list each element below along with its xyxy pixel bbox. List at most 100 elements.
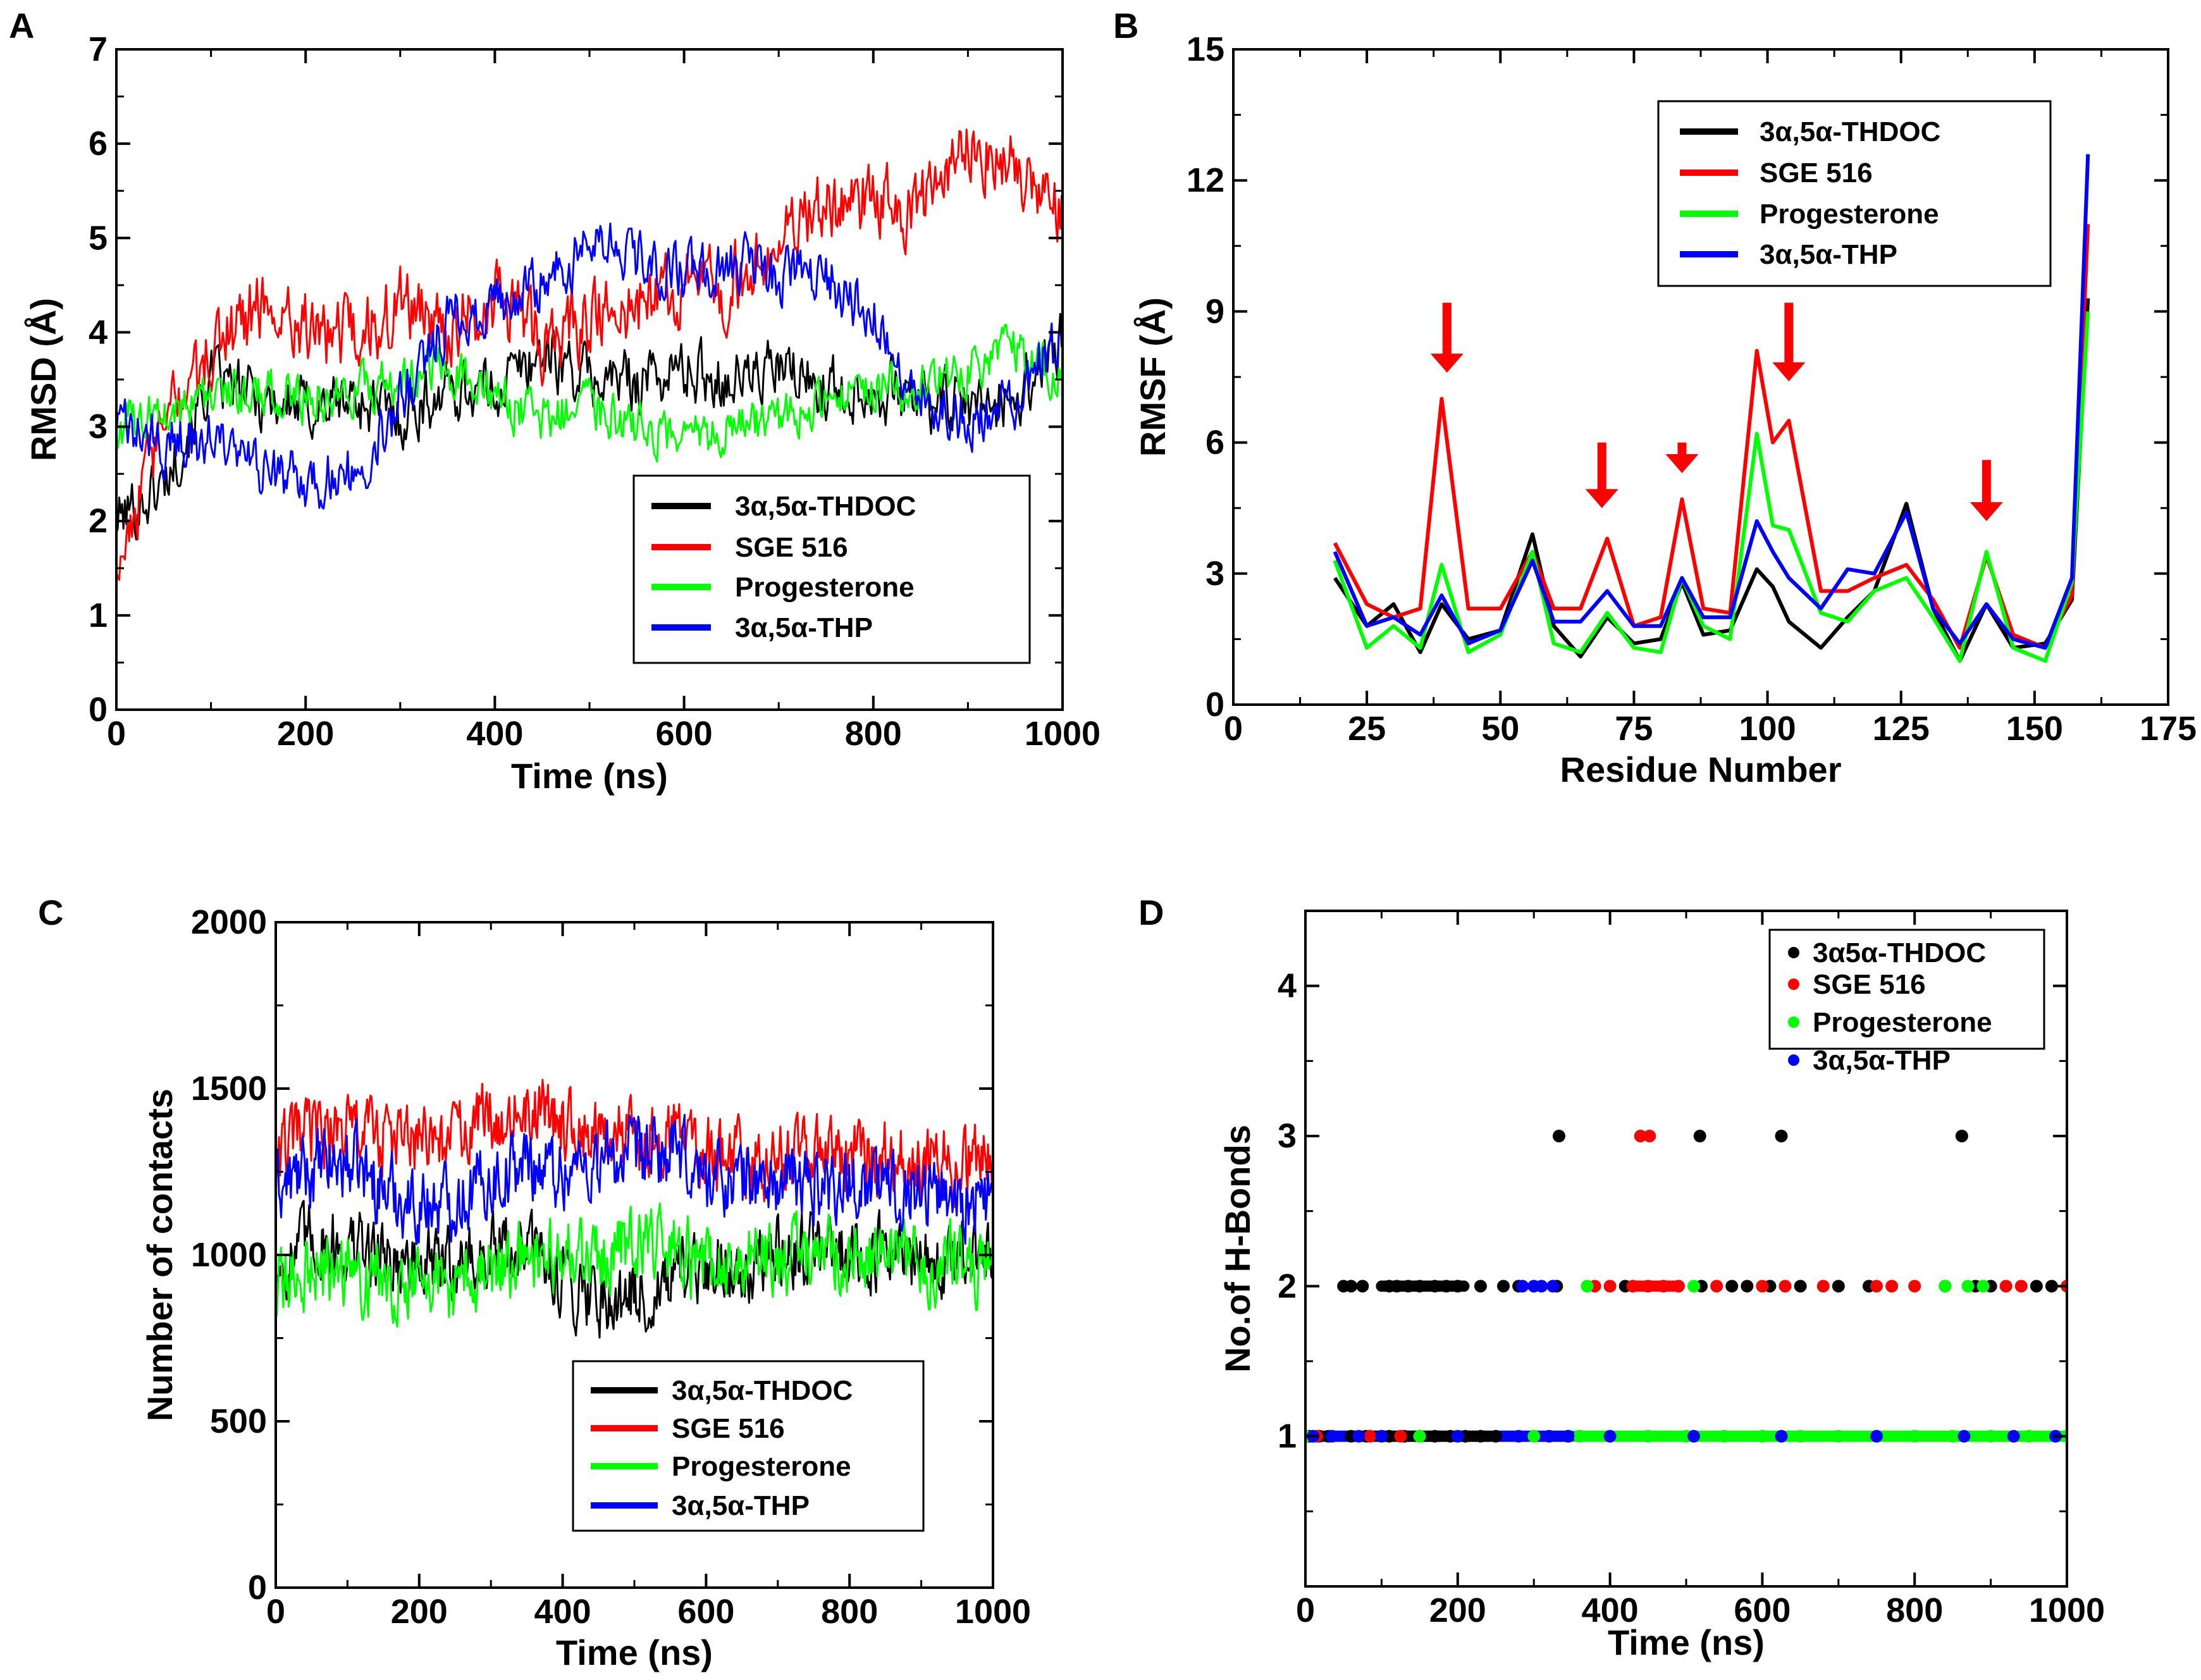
data-point-3-5-thdoc — [1451, 1280, 1464, 1293]
data-point-sge-516 — [1626, 1280, 1639, 1293]
data-point-3-5-thp — [1562, 1430, 1575, 1443]
y-tick-label: 0 — [89, 691, 108, 729]
panel-D: D 0 200 400 600 800 1000 1 2 3 4 Time (ns) No.of H-… — [1138, 892, 2105, 1662]
y-tick-label: 1500 — [191, 1070, 267, 1108]
data-point-sge-516 — [1779, 1280, 1792, 1293]
y-tick-label: 1000 — [191, 1236, 267, 1274]
legend-label: 3α,5α-THDOC — [735, 491, 916, 522]
data-point-progesterone — [1961, 1280, 1975, 1293]
x-tick-label: 800 — [1886, 1591, 1943, 1629]
data-point-progesterone — [1573, 1430, 1586, 1443]
x-tick-label: 400 — [1582, 1591, 1639, 1629]
data-point-3-5-thdoc — [2030, 1280, 2043, 1293]
legend-marker — [1788, 1016, 1799, 1028]
data-point-3-5-thp — [1603, 1430, 1617, 1443]
data-point-progesterone — [1984, 1430, 1997, 1443]
panel-B: B 0 25 50 75 100 125 150 175 0 3 6 9 12 15 Residue Num… — [1113, 6, 2197, 789]
data-point-3-5-thp — [1957, 1430, 1971, 1443]
data-point-progesterone — [1908, 1430, 1921, 1443]
data-point-3-5-thp — [1512, 1430, 1526, 1443]
legend-label: SGE 516 — [1813, 969, 1926, 1000]
data-point-3-5-thdoc — [1356, 1280, 1369, 1293]
series-line-sge-516 — [1333, 224, 2090, 650]
x-axis-label: Time (ns) — [511, 756, 668, 796]
data-point-3-5-thdoc — [1428, 1430, 1441, 1443]
data-point-sge-516 — [1885, 1280, 1899, 1293]
y-tick-label: 3 — [1205, 555, 1224, 593]
plot-area — [1333, 154, 2090, 663]
x-tick-label: 1000 — [2029, 1591, 2105, 1629]
legend-label: 3α,5α-THP — [735, 612, 873, 643]
data-point-progesterone — [1413, 1430, 1426, 1443]
x-tick-label: 175 — [2140, 710, 2197, 748]
data-point-3-5-thdoc — [2045, 1280, 2058, 1293]
series-line-3-5-thp — [116, 222, 1063, 510]
data-point-3-5-thdoc — [1794, 1280, 1807, 1293]
data-point-progesterone — [1756, 1430, 1769, 1443]
data-point-progesterone — [1687, 1280, 1701, 1293]
arrow-head — [1430, 354, 1464, 373]
y-axis-label: No.of H-Bonds — [1218, 1125, 1257, 1373]
data-point-3-5-thdoc — [1775, 1130, 1788, 1142]
legend-marker — [1788, 1054, 1799, 1066]
panel-letter-d: D — [1138, 892, 1164, 932]
arrow-head — [1772, 362, 1806, 381]
data-point-3-5-thdoc — [1474, 1280, 1487, 1293]
legend-marker — [1788, 947, 1799, 958]
y-tick-label: 6 — [1205, 424, 1224, 462]
panel-C: C 0 200 400 600 800 1000 0 500 1000 1500 2000 Time … — [38, 892, 1031, 1672]
legend-label: 3α5α-THDOC — [1813, 937, 1986, 968]
y-tick-label: 0 — [1205, 686, 1224, 724]
legend-label: 3α,5α-THDOC — [672, 1375, 853, 1406]
data-point-sge-516 — [1999, 1280, 2013, 1293]
x-tick-label: 0 — [107, 715, 126, 753]
y-tick-label: 3 — [89, 408, 108, 446]
data-point-sge-516 — [1643, 1130, 1656, 1142]
series-line-3-5-thdoc — [116, 312, 1063, 541]
data-point-sge-516 — [1656, 1280, 1670, 1293]
y-tick-label: 6 — [89, 125, 108, 163]
data-point-sge-516 — [1641, 1280, 1655, 1293]
data-point-sge-516 — [1870, 1280, 1883, 1293]
x-tick-label: 200 — [1429, 1591, 1486, 1629]
x-axis-label: Time (ns) — [556, 1633, 713, 1672]
data-point-3-5-thdoc — [1413, 1280, 1426, 1293]
y-tick-label: 3 — [1278, 1117, 1297, 1155]
panel-letter-c: C — [38, 892, 63, 932]
legend-label: 3α,5α-THP — [1813, 1045, 1951, 1076]
data-point-3-5-thp — [1352, 1430, 1366, 1443]
series-line-progesterone — [276, 1202, 993, 1328]
data-point-progesterone — [1976, 1280, 1990, 1293]
series-line-sge-516 — [116, 128, 1063, 581]
data-point-sge-516 — [1394, 1430, 1407, 1443]
arrow-head — [1970, 502, 2003, 521]
data-point-3-5-thp — [2007, 1430, 2020, 1443]
data-point-progesterone — [1718, 1430, 1731, 1443]
x-tick-label: 400 — [466, 715, 523, 753]
y-axis-label: Number of contacts — [140, 1089, 180, 1421]
y-tick-label: 9 — [1205, 292, 1224, 330]
data-point-progesterone — [1794, 1430, 1807, 1443]
data-point-progesterone — [1527, 1430, 1541, 1443]
data-point-3-5-thdoc — [1489, 1430, 1502, 1443]
data-point-sge-516 — [1908, 1280, 1921, 1293]
data-point-sge-516 — [1756, 1280, 1769, 1293]
x-tick-label: 600 — [1734, 1591, 1791, 1629]
data-point-3-5-thdoc — [1428, 1280, 1441, 1293]
legend-label: 3α,5α-THP — [672, 1490, 810, 1521]
data-point-3-5-thdoc — [1345, 1280, 1358, 1293]
data-point-3-5-thp — [1535, 1280, 1548, 1293]
x-tick-label: 200 — [391, 1593, 448, 1631]
x-tick-label: 125 — [1873, 710, 1930, 748]
data-point-3-5-thp — [1516, 1280, 1529, 1293]
data-point-3-5-thp — [1687, 1430, 1701, 1443]
legend-marker — [1788, 979, 1799, 990]
y-tick-label: 2000 — [191, 903, 267, 941]
data-point-3-5-thdoc — [1741, 1280, 1754, 1293]
x-tick-label: 100 — [1739, 710, 1796, 748]
legend-label: Progesterone — [1760, 199, 1939, 230]
y-tick-label: 7 — [89, 30, 108, 68]
x-tick-label: 200 — [277, 715, 334, 753]
data-point-sge-516 — [1634, 1130, 1647, 1142]
